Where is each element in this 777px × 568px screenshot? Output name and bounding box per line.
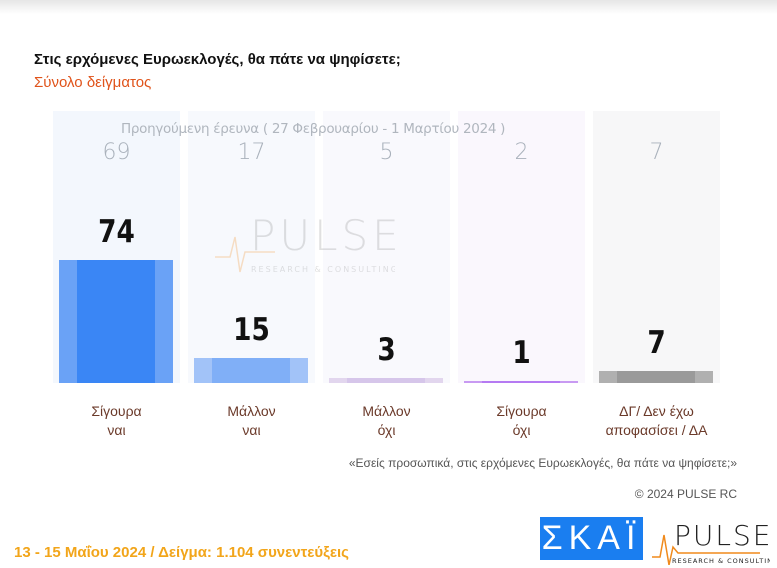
category-label-line: ναι (107, 422, 126, 438)
category-label-line: Μάλλον (362, 403, 411, 419)
svg-text:PULSE: PULSE (250, 212, 395, 260)
skai-logo: ΣΚΑΪ (540, 517, 643, 560)
bar (599, 371, 713, 383)
column-background (458, 111, 585, 383)
category-label-line: Μάλλον (227, 403, 276, 419)
bar (194, 358, 308, 383)
svg-text:PULSE: PULSE (674, 519, 770, 552)
bar-core (212, 358, 290, 383)
category-label: Μάλλον όχι (323, 402, 450, 440)
pulse-watermark: PULSE RESEARCH & CONSULTING (215, 212, 395, 274)
chart-title: Στις ερχόμενες Ευρωεκλογές, θα πάτε να ψ… (34, 51, 401, 68)
category-label-line: ΔΓ/ Δεν έχω (619, 403, 694, 419)
bar-core (347, 378, 425, 383)
svg-text:RESEARCH & CONSULTING: RESEARCH & CONSULTING (251, 265, 395, 274)
top-shadow (0, 0, 777, 14)
bar (59, 260, 173, 383)
column-background (323, 111, 450, 383)
survey-footer: 13 - 15 Μαΐου 2024 / Δείγμα: 1.104 συνεν… (14, 544, 349, 561)
category-label-line: αποφασίσει / ΔΑ (605, 422, 708, 438)
bar-core (482, 381, 560, 383)
data-label: 3 (377, 332, 396, 369)
bar (329, 378, 443, 383)
bar-core (77, 260, 155, 383)
previous-value: 7 (649, 140, 664, 165)
category-label: ΔΓ/ Δεν έχω αποφασίσει / ΔΑ (593, 402, 720, 440)
data-label: 15 (233, 312, 270, 349)
data-label: 1 (512, 335, 531, 371)
data-label: 7 (647, 325, 666, 362)
bar (464, 381, 578, 383)
chart-subtitle: Σύνολο δείγματος (34, 74, 152, 91)
category-label-line: ναι (242, 422, 261, 438)
previous-value: 17 (237, 140, 266, 165)
column-background (188, 111, 315, 383)
survey-question: «Εσείς προσωπικά, στις ερχόμενες Ευρωεκλ… (348, 456, 737, 470)
bar-core (617, 371, 695, 383)
data-label: 74 (98, 214, 135, 251)
category-label: Σίγουρα όχι (458, 402, 585, 440)
category-label: Μάλλον ναι (188, 402, 315, 440)
pulse-logo: PULSE RESEARCH & CONSULTING (652, 519, 770, 565)
previous-value: 69 (102, 140, 131, 165)
category-label-line: Σίγουρα (496, 403, 547, 419)
previous-survey-label: Προηγούμενη έρευνα ( 27 Φεβρουαρίου - 1 … (121, 121, 506, 137)
category-label-line: όχι (377, 422, 396, 438)
previous-value: 2 (514, 140, 529, 165)
category-label-line: όχι (512, 422, 531, 438)
svg-text:RESEARCH & CONSULTING: RESEARCH & CONSULTING (672, 557, 770, 565)
category-label: Σίγουρα ναι (53, 402, 180, 440)
copyright: © 2024 PULSE RC (634, 487, 737, 501)
previous-value: 5 (379, 140, 394, 165)
category-label-line: Σίγουρα (91, 403, 142, 419)
column-background (593, 111, 720, 383)
